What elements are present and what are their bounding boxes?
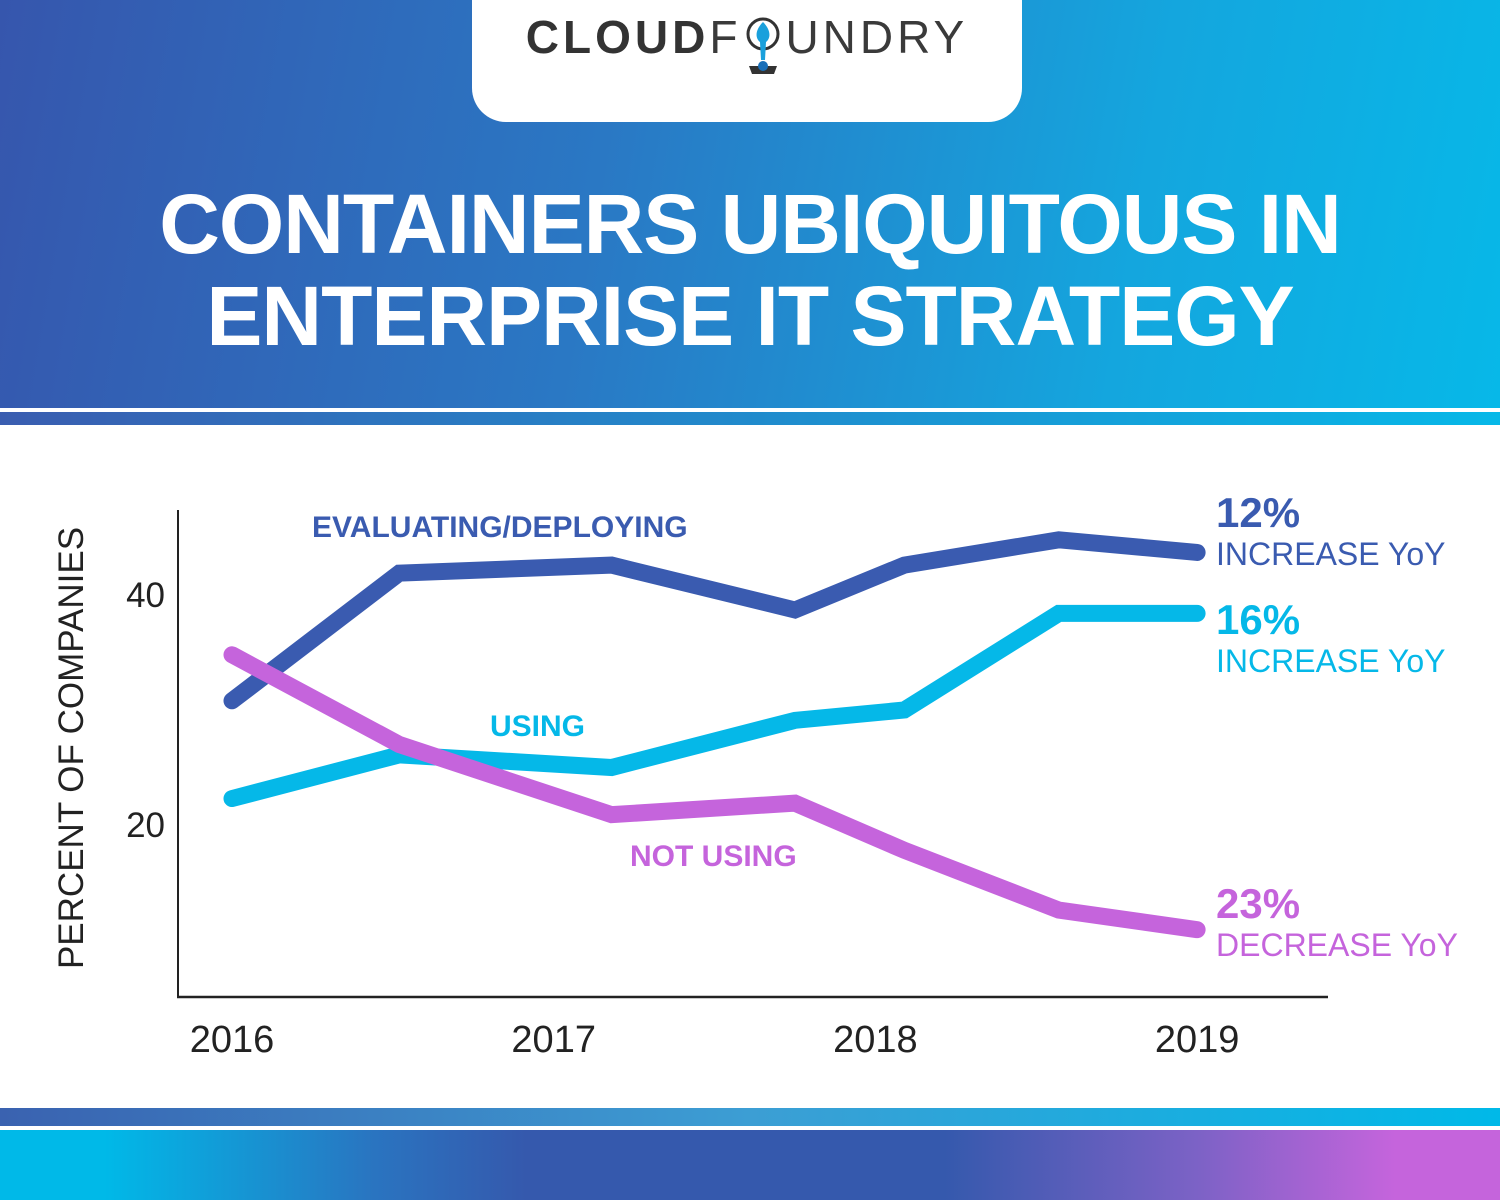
header-banner: CLOUDF UNDRY CONTAINERS UBIQUITOUS IN ENT… <box>0 0 1500 408</box>
annotation-percent-using: 16% <box>1216 596 1300 643</box>
cloud-foundry-logo: CLOUDF UNDRY <box>472 10 1022 74</box>
x-tick-label: 2017 <box>511 1019 596 1061</box>
title-line-1: CONTAINERS UBIQUITOUS IN <box>159 177 1342 271</box>
series-label-using: USING <box>490 710 585 743</box>
annotation-percent-not-using: 23% <box>1216 880 1300 927</box>
divider-stripe-top <box>0 412 1500 425</box>
x-tick-label: 2018 <box>833 1019 918 1061</box>
series-line-using <box>223 604 1206 808</box>
y-tick-label: 20 <box>126 806 165 845</box>
y-tick-label: 40 <box>126 576 165 615</box>
y-axis-label: PERCENT OF COMPANIES <box>52 527 91 969</box>
title-line-2: ENTERPRISE IT STRATEGY <box>206 269 1294 363</box>
logo-text-light: UNDRY <box>785 11 969 64</box>
annotation-text-evaluating: INCREASE YoY <box>1216 536 1445 572</box>
divider-stripe-bottom <box>0 1108 1500 1126</box>
annotation-percent-evaluating: 12% <box>1216 489 1300 536</box>
series-label-not-using: NOT USING <box>630 840 797 873</box>
series-line-not-using <box>223 646 1206 939</box>
logo-text-bold: CLOUD <box>525 11 710 64</box>
foundry-drop-gear-icon <box>746 17 780 74</box>
footer-gradient-band <box>0 1130 1500 1200</box>
axes: PERCENT OF COMPANIES <box>52 510 1328 999</box>
x-tick-label: 2016 <box>190 1019 275 1061</box>
page-title: CONTAINERS UBIQUITOUS IN ENTERPRISE IT S… <box>0 178 1500 362</box>
logo-text-f: F <box>709 11 742 64</box>
annotation-text-not-using: DECREASE YoY <box>1216 927 1458 963</box>
series-label-evaluating: EVALUATING/DEPLOYING <box>312 511 688 544</box>
annotation-text-using: INCREASE YoY <box>1216 643 1445 679</box>
logo-box: CLOUDF UNDRY <box>472 0 1022 122</box>
x-tick-label: 2019 <box>1155 1019 1240 1061</box>
